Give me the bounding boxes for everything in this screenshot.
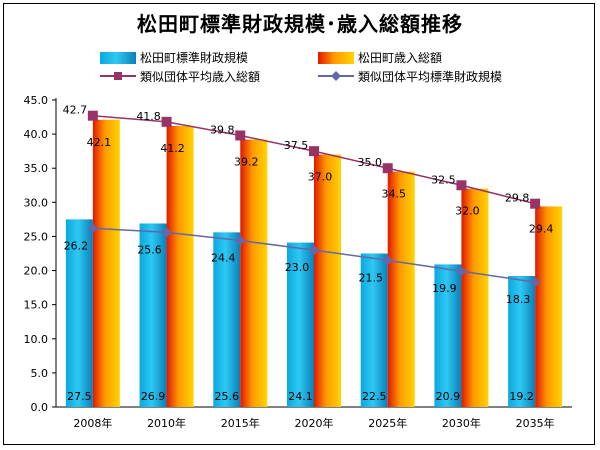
y-tick-label: 5.0 xyxy=(31,367,49,380)
data-labels: 27.5 42.1 26.9 41.2 25.6 39.2 24.1 37.0 22.5 34.5… xyxy=(63,104,554,403)
legend-label-standard-scale: 松田町標準財政規模 xyxy=(140,50,248,65)
data-label-revenue: 39.2 xyxy=(234,156,259,169)
bar-revenue xyxy=(314,154,341,407)
x-tick-label: 2015年 xyxy=(221,416,260,430)
marker-similar-standard-scale xyxy=(530,277,541,288)
data-label-similar-revenue: 35.0 xyxy=(357,156,382,169)
data-label-similar-revenue: 41.8 xyxy=(136,110,161,123)
data-label-revenue: 37.0 xyxy=(308,171,333,184)
data-label-similar-revenue: 39.8 xyxy=(210,123,235,136)
legend-label-similar-standard-scale: 類似団体平均標準財政規模 xyxy=(358,69,502,84)
bar-standard-scale xyxy=(139,223,167,407)
data-label-similar-revenue: 37.5 xyxy=(284,139,309,152)
bars xyxy=(65,119,563,408)
x-tick-label: 2010年 xyxy=(147,416,186,430)
marker-similar-revenue xyxy=(235,130,246,141)
y-tick-label: 25.0 xyxy=(24,230,49,243)
marker-similar-revenue xyxy=(161,116,172,127)
data-label-similar-revenue: 29.8 xyxy=(505,192,530,205)
marker-similar-standard-scale xyxy=(382,255,393,266)
y-tick-label: 0.0 xyxy=(31,401,49,414)
data-label-standard-scale: 22.5 xyxy=(362,390,387,403)
x-tick-label: 2030年 xyxy=(442,416,481,430)
bar-revenue xyxy=(92,119,120,407)
marker-similar-revenue xyxy=(309,146,319,157)
marker-similar-revenue xyxy=(456,180,467,191)
bar-standard-scale xyxy=(360,253,388,407)
bar-revenue xyxy=(387,171,415,407)
data-label-similar-standard-scale: 26.2 xyxy=(64,239,89,252)
marker-similar-standard-scale xyxy=(456,266,467,277)
data-label-standard-scale: 26.9 xyxy=(141,390,166,403)
data-label-standard-scale: 24.1 xyxy=(288,390,313,403)
legend-marker-similar-revenue xyxy=(114,72,122,80)
y-tick-label: 20.0 xyxy=(24,265,49,278)
bar-revenue xyxy=(240,139,268,407)
y-tick-label: 40.0 xyxy=(24,128,49,141)
y-tick-label: 15.0 xyxy=(24,299,49,312)
legend-swatch-revenue xyxy=(318,52,354,64)
legend-swatch-standard-scale xyxy=(100,52,136,64)
data-label-similar-revenue: 32.5 xyxy=(431,173,456,186)
legend-label-similar-revenue: 類似団体平均歳入総額 xyxy=(140,70,260,84)
data-label-similar-standard-scale: 25.6 xyxy=(137,243,162,256)
bar-revenue xyxy=(166,125,194,408)
data-label-similar-standard-scale: 24.4 xyxy=(211,252,236,265)
bar-revenue xyxy=(461,188,489,407)
marker-similar-revenue xyxy=(382,163,393,174)
data-label-similar-standard-scale: 18.3 xyxy=(506,293,531,306)
x-tick-label: 2025年 xyxy=(368,416,407,430)
data-label-standard-scale: 27.5 xyxy=(67,390,92,403)
legend-marker-similar-standard-scale xyxy=(331,71,341,81)
data-label-standard-scale: 19.2 xyxy=(509,390,534,403)
data-label-similar-standard-scale: 19.9 xyxy=(432,282,457,295)
legend-label-revenue: 松田町歳入総額 xyxy=(358,51,442,65)
marker-similar-standard-scale xyxy=(87,223,98,234)
x-tick-label: 2020年 xyxy=(295,416,334,430)
marker-similar-standard-scale xyxy=(309,245,319,256)
bar-standard-scale xyxy=(287,242,314,407)
data-label-similar-standard-scale: 21.5 xyxy=(358,271,383,284)
data-label-similar-revenue: 42.7 xyxy=(63,104,88,117)
y-tick-label: 10.0 xyxy=(24,333,49,346)
x-tick-label: 2008年 xyxy=(73,416,112,430)
y-tick-label: 35.0 xyxy=(24,162,49,175)
data-label-standard-scale: 25.6 xyxy=(215,390,240,403)
data-label-revenue: 29.4 xyxy=(529,222,554,235)
bar-standard-scale xyxy=(434,264,462,407)
marker-similar-revenue xyxy=(530,198,541,209)
bar-standard-scale xyxy=(65,219,93,407)
marker-similar-standard-scale xyxy=(235,235,246,246)
legend: 松田町標準財政規模 松田町歳入総額 類似団体平均歳入総額 類似団体平均標準財政規… xyxy=(100,50,502,84)
data-label-revenue: 34.5 xyxy=(381,188,406,201)
bar-revenue xyxy=(535,206,563,407)
data-label-revenue: 32.0 xyxy=(455,205,480,218)
bar-standard-scale xyxy=(508,276,536,407)
y-tick-label: 45.0 xyxy=(24,94,49,107)
data-label-revenue: 41.2 xyxy=(160,142,185,155)
marker-similar-revenue xyxy=(87,110,98,121)
chart-title: 松田町標準財政規模･歳入総額推移 xyxy=(137,12,463,36)
lines xyxy=(87,110,541,288)
bar-standard-scale xyxy=(213,232,241,407)
data-label-similar-standard-scale: 23.0 xyxy=(285,261,310,274)
data-label-standard-scale: 20.9 xyxy=(436,390,461,403)
y-tick-label: 30.0 xyxy=(24,196,49,209)
marker-similar-standard-scale xyxy=(161,227,172,238)
x-tick-label: 2035年 xyxy=(516,416,555,430)
data-label-revenue: 42.1 xyxy=(87,136,112,149)
